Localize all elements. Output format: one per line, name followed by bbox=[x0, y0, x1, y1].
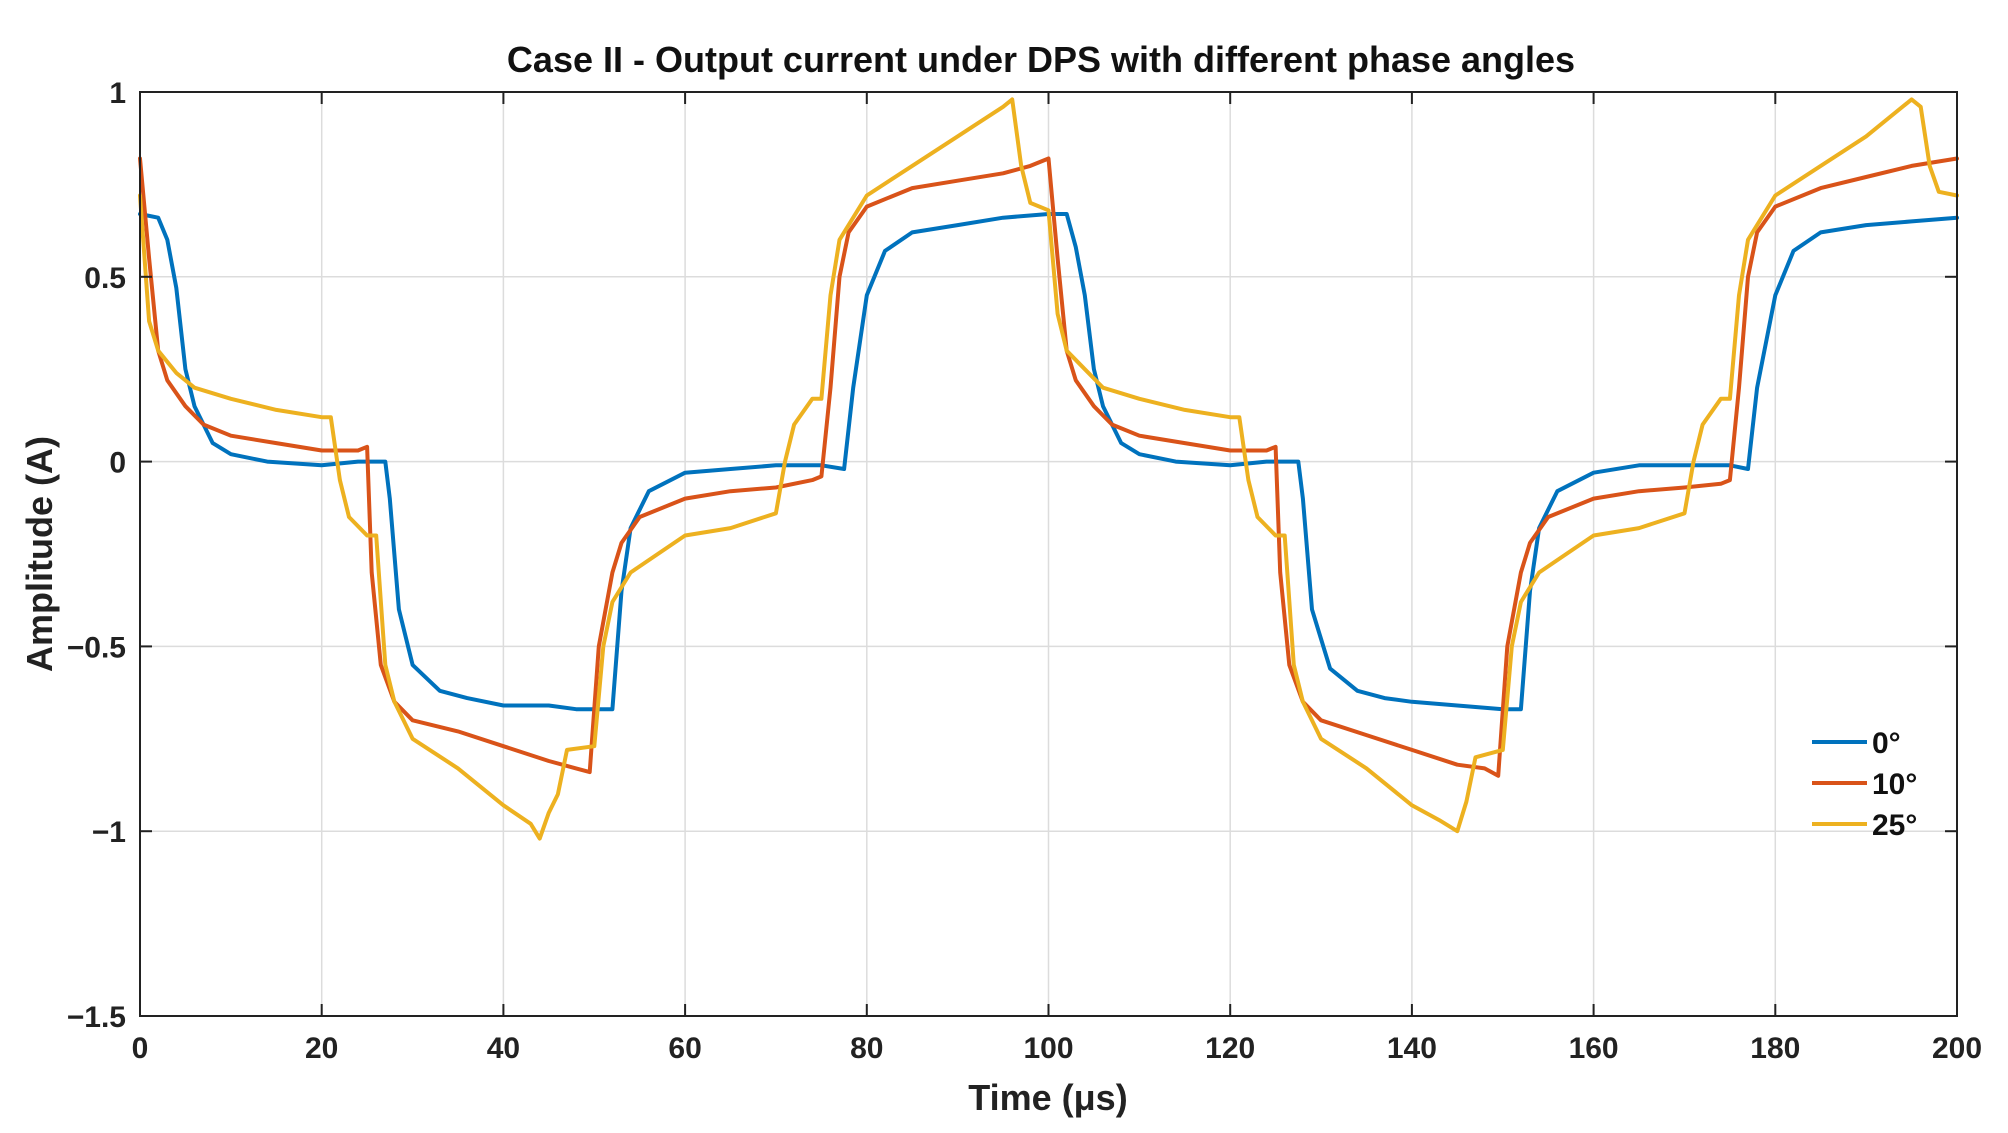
x-tick-label: 20 bbox=[305, 1032, 338, 1065]
y-tick-label: 0 bbox=[109, 447, 126, 480]
x-tick-label: 120 bbox=[1205, 1032, 1255, 1065]
y-axis-label: Amplitude (A) bbox=[19, 436, 60, 672]
x-tick-label: 180 bbox=[1750, 1032, 1800, 1065]
legend-label-2: 25° bbox=[1872, 809, 1917, 842]
x-tick-label: 60 bbox=[668, 1032, 701, 1065]
x-axis-label: Time (μs) bbox=[968, 1077, 1127, 1118]
y-tick-label: −0.5 bbox=[67, 631, 126, 664]
x-tick-label: 100 bbox=[1023, 1032, 1073, 1065]
chart-title: Case II - Output current under DPS with … bbox=[507, 39, 1575, 80]
x-tick-label: 0 bbox=[132, 1032, 149, 1065]
legend-label-0: 0° bbox=[1872, 727, 1901, 760]
y-tick-label: −1 bbox=[92, 816, 126, 849]
x-tick-label: 140 bbox=[1387, 1032, 1437, 1065]
y-tick-label: 0.5 bbox=[84, 262, 126, 295]
series-line-1 bbox=[138, 156, 1959, 778]
x-tick-labels: 0 20 40 60 80 100 120 140 160 180 200 bbox=[132, 1032, 1982, 1065]
x-tick-label: 160 bbox=[1569, 1032, 1619, 1065]
x-tick-label: 40 bbox=[487, 1032, 520, 1065]
y-tick-label: −1.5 bbox=[67, 1001, 126, 1034]
x-tick-label: 200 bbox=[1932, 1032, 1982, 1065]
x-tick-label: 80 bbox=[850, 1032, 883, 1065]
series-line-0 bbox=[138, 212, 1959, 712]
series-layer bbox=[138, 97, 1959, 841]
y-tick-label: 1 bbox=[109, 77, 126, 110]
legend: 0° 10° 25° bbox=[1812, 727, 1917, 842]
series-line-2 bbox=[138, 97, 1959, 841]
y-tick-labels: 1 0.5 0 −0.5 −1 −1.5 bbox=[67, 77, 126, 1034]
ticks bbox=[139, 91, 1958, 1017]
legend-label-1: 10° bbox=[1872, 768, 1917, 801]
